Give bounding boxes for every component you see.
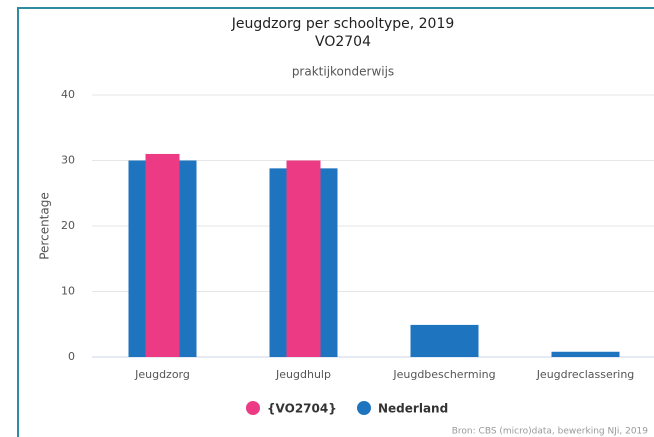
y-tick-label: 10 bbox=[61, 285, 75, 298]
bar bbox=[551, 351, 620, 357]
x-tick-label: Jeugdreclassering bbox=[536, 368, 635, 381]
bar bbox=[286, 160, 321, 357]
chart-title-line: VO2704 bbox=[315, 34, 371, 50]
x-tick-label: Jeugdbescherming bbox=[392, 368, 495, 381]
legend-label: Nederland bbox=[378, 402, 448, 416]
y-tick-label: 30 bbox=[61, 154, 75, 167]
bar bbox=[410, 324, 479, 357]
y-tick-label: 20 bbox=[61, 219, 75, 232]
y-tick-label: 0 bbox=[68, 350, 75, 363]
frame bbox=[17, 7, 654, 437]
x-tick-label: Jeugdhulp bbox=[275, 368, 331, 381]
legend-marker bbox=[357, 401, 371, 415]
chart-subtitle: praktijkonderwijs bbox=[292, 65, 394, 79]
bar bbox=[145, 153, 180, 357]
y-tick-label: 40 bbox=[61, 88, 75, 101]
y-axis-label: Percentage bbox=[38, 192, 52, 260]
x-tick-label: Jeugdzorg bbox=[134, 368, 190, 381]
chart-title: Jeugdzorg per schooltype, 2019 bbox=[231, 16, 455, 32]
source: Bron: CBS (micro)data, bewerking NJi, 20… bbox=[452, 427, 649, 437]
legend-label: {VO2704} bbox=[267, 402, 337, 416]
legend-marker bbox=[246, 401, 260, 415]
